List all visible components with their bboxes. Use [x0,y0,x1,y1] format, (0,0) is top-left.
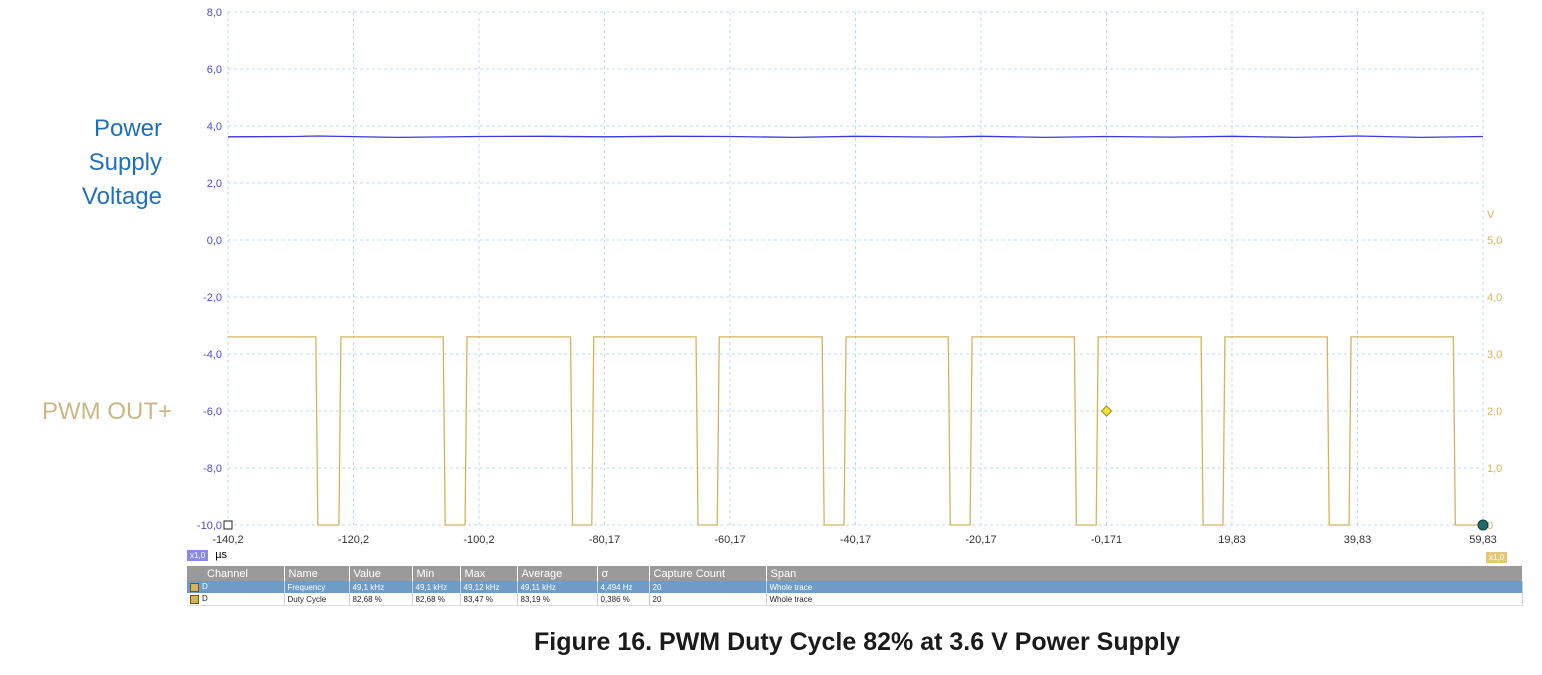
x-axis-unit: µs [215,549,228,561]
power-label-line-2: Supply [88,149,162,176]
x-axis-ticks: -140,2 -120,2 -100,2 -80,17 -60,17 -40,17 -20,… [212,534,1496,546]
column-header[interactable]: Min [412,566,461,581]
oscilloscope-plot: 8,0 6,0 4,0 2,0 0,0 -2,0 -4,0 -6,0 -8,0 -10,0 5,0… [197,7,1502,546]
table-cell: 0,386 % [597,593,650,606]
table-row[interactable]: D Duty Cycle 82,68 % 82,68 % 83,47 % 83,… [187,593,1523,606]
table-cell: 20 [649,581,767,593]
right-ground-marker-icon [1477,519,1489,531]
x-tick-label: -140,2 [212,534,243,546]
y-right-tick-label: 4,0 [1487,292,1502,304]
markers [223,405,1489,531]
right-axis-unit: V [1487,209,1495,221]
x-tick-label: -80,17 [589,534,620,546]
y-left-tick-label: -2,0 [203,292,222,304]
table-cell: 82,68 % [349,593,413,606]
y-left-tick-label: 6,0 [207,64,222,76]
right-scale-badge[interactable]: x1,0 [1486,552,1508,564]
cursor-diamond-icon [1100,405,1113,417]
traces [227,135,1484,526]
measurements-table: Channel Name Value Min Max Average σ Cap… [187,566,1523,606]
column-header[interactable]: Average [517,566,598,581]
table-cell: 49,12 kHz [460,581,518,593]
column-header[interactable]: Max [460,566,518,581]
y-left-tick-label: 0,0 [207,235,222,247]
table-cell: Duty Cycle [284,593,350,606]
y-axis-right-ticks: 5,0 4,0 3,0 2,0 1,0 0 [1487,235,1502,532]
pwm-out-trace [228,336,1483,526]
right-scale-badge-wrap: x1,0 [1486,549,1511,567]
table-cell: Whole trace [766,593,1523,606]
power-label-line-1: Power [93,115,162,142]
channel-color-icon [190,582,199,592]
table-row[interactable]: D Frequency 49,1 kHz 49,1 kHz 49,12 kHz … [187,581,1523,593]
table-cell: D [187,593,285,606]
channel-color-icon [190,594,199,604]
x-scale-badge[interactable]: x1,0 [187,549,209,561]
table-cell: D [187,581,285,593]
plot-grid [227,11,1484,526]
table-cell: 82,68 % [412,593,461,606]
table-cell: 4,494 Hz [597,581,650,593]
table-cell: 49,1 kHz [412,581,461,593]
x-tick-label: -100,2 [463,534,494,546]
y-left-tick-label: 4,0 [207,121,222,133]
y-right-tick-label: 1,0 [1487,463,1502,475]
power-supply-voltage-label: Power Supply Voltage [40,112,162,214]
column-header[interactable]: Name [284,566,350,581]
pwm-out-label: PWM OUT+ [42,398,172,425]
table-cell: 20 [649,593,767,606]
y-left-tick-label: -4,0 [203,349,222,361]
x-tick-label: -40,17 [840,534,871,546]
column-header[interactable]: Capture Count [649,566,767,581]
x-tick-label: 19,83 [1218,534,1246,546]
x-tick-label: -0,171 [1091,534,1122,546]
figure-caption: Figure 16. PWM Duty Cycle 82% at 3.6 V P… [533,628,1181,656]
y-left-tick-label: 8,0 [207,7,222,19]
left-origin-marker-icon [223,520,233,530]
table-cell: 49,1 kHz [349,581,413,593]
x-tick-label: -20,17 [965,534,996,546]
column-header[interactable]: σ [597,566,650,581]
table-header-row: Channel Name Value Min Max Average σ Cap… [187,566,1523,581]
x-tick-label: 59,83 [1469,534,1497,546]
table-cell: Frequency [284,581,350,593]
table-cell: Whole trace [766,581,1523,593]
power-label-line-3: Voltage [81,183,162,210]
column-header[interactable]: Value [349,566,413,581]
column-header[interactable]: Channel [187,566,285,581]
y-right-tick-label: 5,0 [1487,235,1502,247]
channel-value: D [202,594,208,604]
y-right-tick-label: 2,0 [1487,406,1502,418]
column-header[interactable]: Span [766,566,1523,581]
x-axis-unit-row: x1,0 µs [187,549,227,561]
table-cell: 49,11 kHz [517,581,598,593]
y-axis-left-ticks: 8,0 6,0 4,0 2,0 0,0 -2,0 -4,0 -6,0 -8,0 -10,0 [197,7,222,532]
y-right-tick-label: 3,0 [1487,349,1502,361]
x-tick-label: -60,17 [714,534,745,546]
y-left-tick-label: 2,0 [207,178,222,190]
table-cell: 83,47 % [460,593,518,606]
table-cell: 83,19 % [517,593,598,606]
x-tick-label: -120,2 [338,534,369,546]
x-tick-label: 39,83 [1344,534,1372,546]
y-left-tick-label: -10,0 [197,520,222,532]
y-left-tick-label: -8,0 [203,463,222,475]
y-left-tick-label: -6,0 [203,406,222,418]
power-supply-trace [227,135,1484,139]
y-right-tick-label: 0 [1487,520,1493,532]
channel-value: D [202,582,208,592]
